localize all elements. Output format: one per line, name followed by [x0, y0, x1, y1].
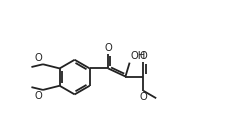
- Text: OH: OH: [130, 51, 145, 61]
- Text: O: O: [34, 53, 42, 63]
- Text: O: O: [34, 91, 42, 101]
- Text: O: O: [104, 43, 112, 53]
- Text: O: O: [140, 51, 147, 61]
- Text: O: O: [140, 92, 147, 102]
